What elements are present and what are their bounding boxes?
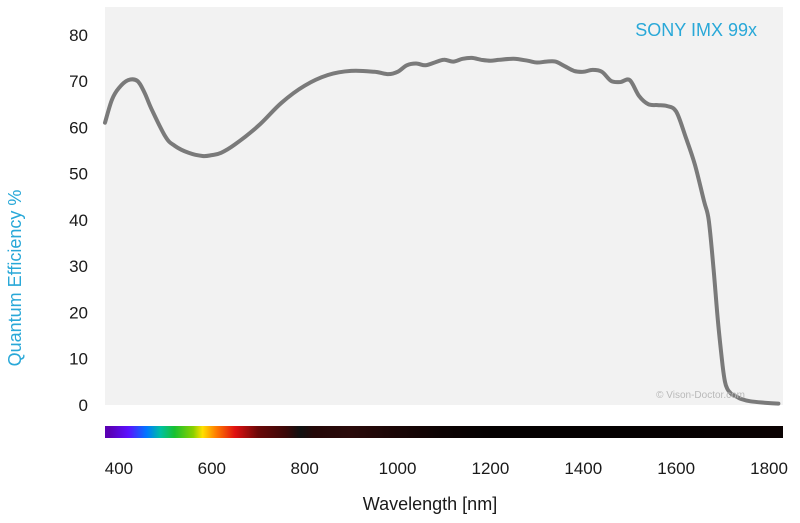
y-tick-label: 60 (69, 118, 88, 137)
y-tick-label: 20 (69, 303, 88, 322)
y-tick-label: 0 (79, 396, 88, 415)
y-axis-title: Quantum Efficiency % (5, 190, 25, 367)
x-tick-labels: 400 600 800 1000 1200 1400 1600 1800 (105, 459, 788, 478)
x-tick-label: 600 (198, 459, 226, 478)
y-tick-label: 10 (69, 350, 88, 369)
spectrum-bar (105, 426, 783, 438)
x-tick-label: 800 (290, 459, 318, 478)
y-tick-labels: 0 10 20 30 40 50 60 70 80 (69, 26, 88, 415)
x-tick-label: 1000 (379, 459, 417, 478)
y-tick-label: 70 (69, 72, 88, 91)
x-tick-label: 1400 (564, 459, 602, 478)
x-tick-label: 1800 (750, 459, 788, 478)
y-tick-label: 80 (69, 26, 88, 45)
x-axis-title: Wavelength [nm] (363, 494, 497, 514)
series-line (103, 55, 781, 406)
series-label: SONY IMX 99x (635, 20, 757, 40)
y-tick-label: 40 (69, 211, 88, 230)
y-tick-label: 50 (69, 165, 88, 184)
x-tick-label: 1600 (657, 459, 695, 478)
y-tick-label: 30 (69, 257, 88, 276)
plot-area (105, 7, 783, 405)
x-tick-label: 1200 (472, 459, 510, 478)
x-tick-label: 400 (105, 459, 133, 478)
watermark-text: © Vison-Doctor.com (656, 390, 745, 401)
